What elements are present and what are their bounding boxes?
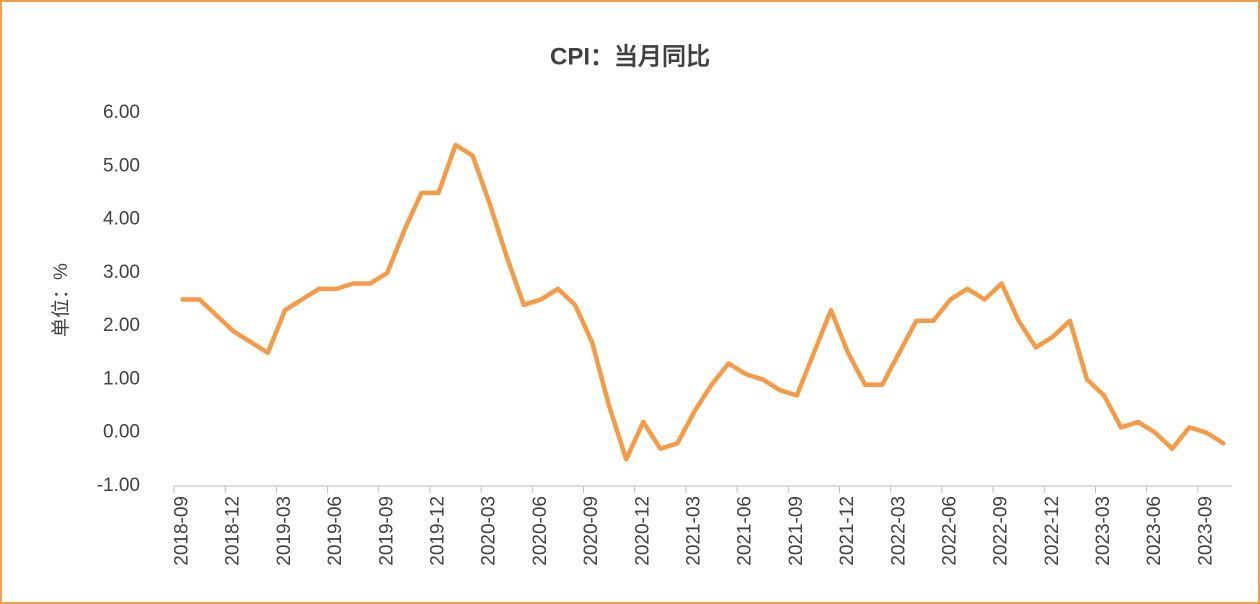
x-tick-label: 2019-06 <box>325 496 346 566</box>
x-tick-label: 2020-06 <box>530 496 551 566</box>
x-tick-label: 2021-03 <box>683 496 704 566</box>
x-tick-label: 2021-09 <box>786 496 807 566</box>
x-tick-label: 2022-09 <box>991 496 1012 566</box>
x-tick-label: 2022-03 <box>888 496 909 566</box>
x-tick-label: 2021-12 <box>837 496 858 566</box>
x-tick-label: 2022-06 <box>939 496 960 566</box>
x-tick-label: 2021-06 <box>735 496 756 566</box>
y-tick-label: 3.00 <box>103 262 140 283</box>
x-tick-label: 2020-09 <box>581 496 602 566</box>
x-tick-label: 2022-12 <box>1042 496 1063 566</box>
y-tick-label: 6.00 <box>103 102 140 123</box>
x-tick-label: 2018-09 <box>172 496 193 566</box>
y-tick-label: 4.00 <box>103 209 140 230</box>
x-tick-label: 2019-12 <box>428 496 449 566</box>
x-tick-label: 2019-09 <box>376 496 397 566</box>
x-tick-label: 2020-12 <box>632 496 653 566</box>
y-tick-label: 2.00 <box>103 315 140 336</box>
x-tick-label: 2019-03 <box>274 496 295 566</box>
x-tick-label: 2020-03 <box>479 496 500 566</box>
x-tick-label: 2023-09 <box>1195 496 1216 566</box>
series-line <box>180 142 1226 462</box>
y-tick-label: -1.00 <box>97 475 140 496</box>
y-tick-label: 5.00 <box>103 155 140 176</box>
y-tick-label: 0.00 <box>103 422 140 443</box>
x-tick-label: 2023-06 <box>1144 496 1165 566</box>
y-tick-label: 1.00 <box>103 368 140 389</box>
chart-title: CPI：当月同比 <box>550 43 710 70</box>
y-axis-label: 单位：% <box>50 263 72 337</box>
x-tick-label: 2018-12 <box>223 496 244 566</box>
x-tick-label: 2023-03 <box>1093 496 1114 566</box>
